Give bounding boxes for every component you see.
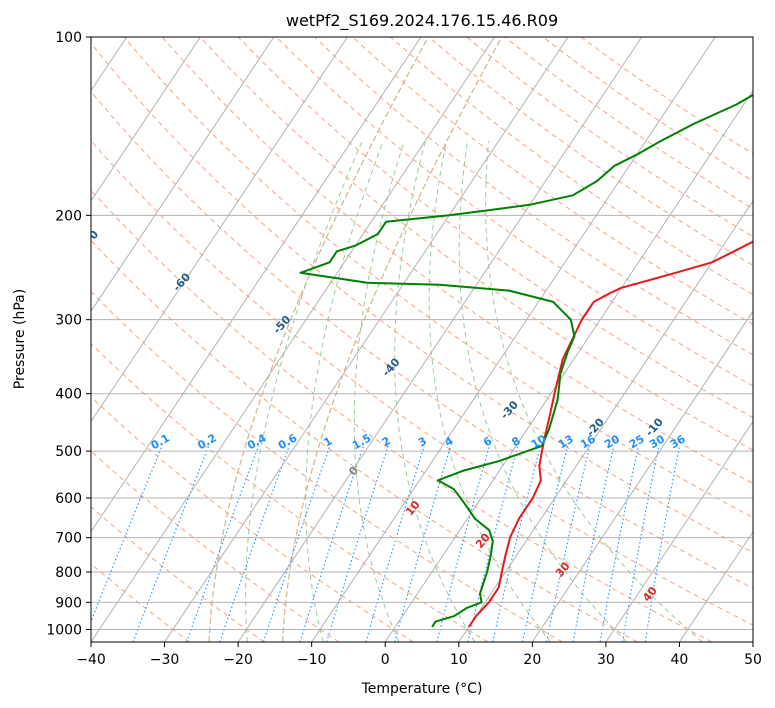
x-tick-label: −30 [150,652,180,668]
moist-adiabat [394,141,476,642]
y-axis-ticks: 100 200 300 400 500 600 700 800 900 1000 [46,30,91,638]
moist-adiabat [428,141,552,642]
moist-adiabat [458,141,627,642]
dry-adiabat [276,37,753,387]
dry-adiabat [91,506,265,642]
dry-adiabat [91,290,563,642]
dry-adiabat [504,37,753,210]
sounding-series [299,93,753,628]
mixing-ratio-line [219,445,290,642]
y-tick-label: 100 [55,30,82,46]
mixing-ratio-line [132,445,210,642]
mixing-ratio-line [436,445,490,642]
special-curves [208,37,503,642]
dry-adiabat [542,37,753,182]
isotherm-line [91,37,201,202]
mixing-ratio-line [521,445,569,642]
x-tick-label: −10 [297,652,327,668]
chart-title: wetPf2_S169.2024.176.15.46.R09 [286,11,558,31]
mixing-ratio-line [91,445,163,623]
isotherm-line [679,530,753,642]
y-tick-label: 700 [55,531,82,547]
x-tick-label: 50 [744,652,762,668]
mixing-ratio-line [599,445,640,642]
moist-adiabat [245,141,363,642]
isotherm-line [458,199,753,642]
mixing-ratio-line [492,445,542,642]
x-tick-label: 10 [450,652,468,668]
x-tick-label: 0 [381,652,390,668]
x-tick-label: −40 [76,652,106,668]
isotherm-line [237,37,643,642]
moist-adiabats [245,141,703,642]
dry-adiabat [91,42,753,554]
plot-background [91,37,753,642]
dry-adiabat [161,37,753,485]
y-tick-label: 200 [55,208,82,224]
y-tick-label: 800 [55,565,82,581]
x-tick-label: 30 [597,652,615,668]
isotherm-line [91,37,275,313]
y-tick-label: 400 [55,387,82,403]
special-curve [282,37,503,642]
dry-adiabat [237,37,753,419]
dry-adiabat [352,37,753,325]
y-tick-label: 500 [55,444,82,460]
isotherm-line [605,420,753,642]
isobar-grid [91,214,753,630]
dry-adiabat [314,37,753,356]
mixing-ratio-line [186,445,260,642]
x-tick-label: −20 [223,652,253,668]
dry-adiabat [91,90,753,589]
isotherm-line [91,37,348,423]
dry-adiabat [199,37,753,451]
plot-area: 0.10.20.40.611.52346810131620253036-100-… [78,37,753,642]
temperature-line [468,240,753,628]
dry-adiabat [91,239,638,642]
mixing-ratio-line [644,445,681,642]
y-tick-label: 300 [55,313,82,329]
moist-adiabat [485,141,703,642]
y-tick-label: 900 [55,595,82,611]
moist-adiabat [353,141,405,642]
dry-adiabat [466,37,753,238]
moist-adiabat [305,141,384,642]
x-tick-label: 40 [671,652,689,668]
isotherm-line [384,89,753,642]
x-axis-label: Temperature (°C) [361,681,483,697]
isotherm-line [311,37,716,642]
isotherm-line [91,37,495,642]
mixing-ratio-line [262,445,331,642]
y-axis-label: Pressure (hPa) [12,289,28,389]
isotherm-line [91,37,422,533]
dry-adiabat [123,37,753,519]
special-curve [208,37,429,642]
x-tick-label: 20 [523,652,541,668]
mixing-ratio-line [546,445,591,642]
isotherm-line [164,37,569,642]
dry-adiabat-label: -70 [78,228,101,252]
y-tick-label: 1000 [46,622,82,638]
dry-adiabat [91,450,340,642]
dry-adiabats [91,37,753,642]
y-tick-label: 600 [55,491,82,507]
mixing-ratio-line [572,445,615,642]
isotherm-line [531,310,753,642]
plot-frame [90,36,754,643]
mixing-ratio-lines [91,445,681,642]
isotherm-grid [91,37,753,642]
x-axis-ticks: −40 −30 −20 −10 0 10 20 30 40 50 [76,642,762,668]
dewpoint-line [299,93,753,628]
